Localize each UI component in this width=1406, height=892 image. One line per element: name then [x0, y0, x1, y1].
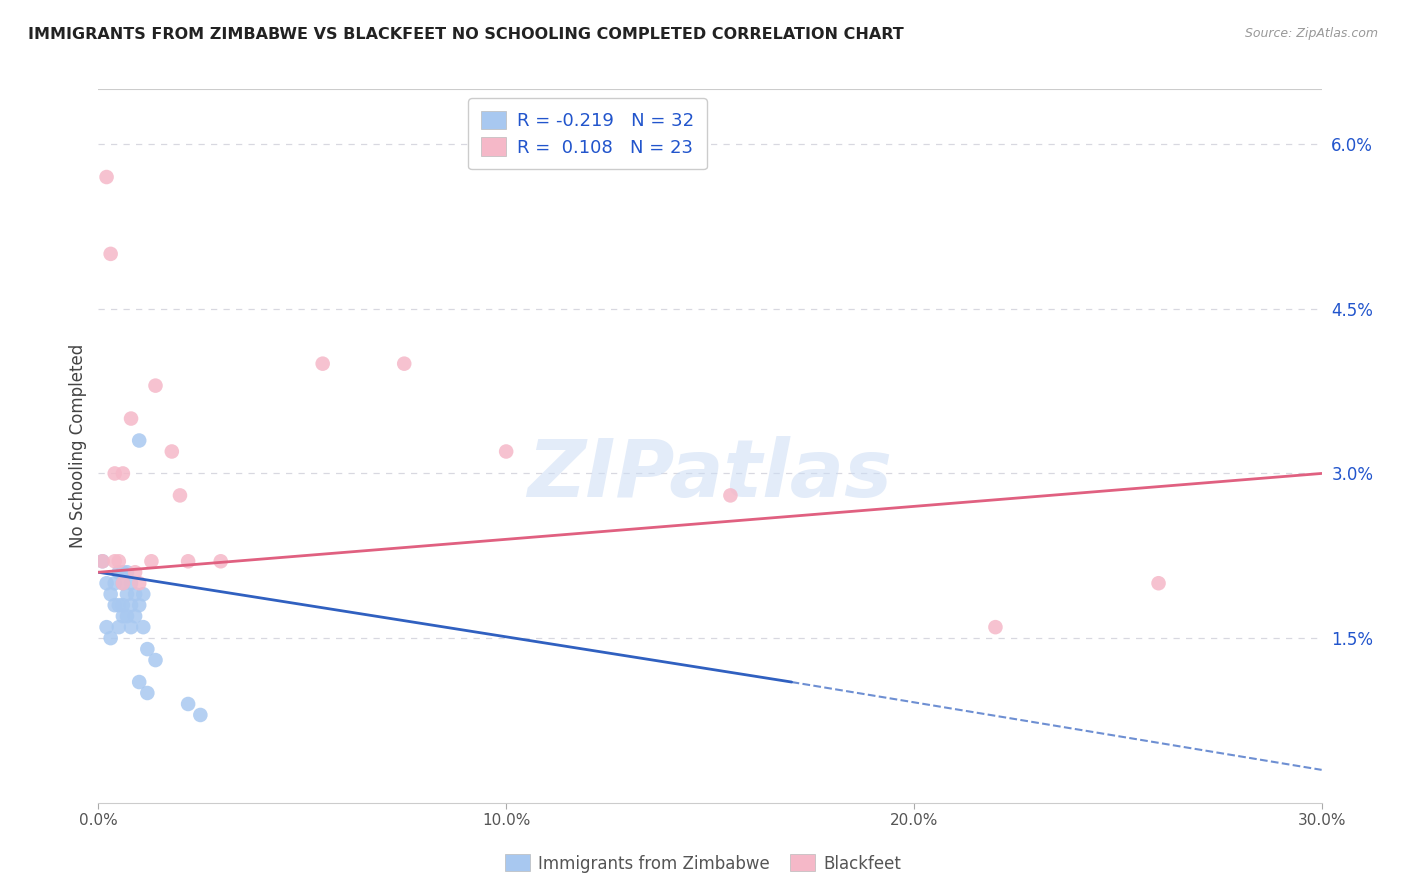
Point — [111, 609, 134, 624]
Point — [100, 587, 122, 601]
Point — [111, 576, 134, 591]
Text: ZIPatlas: ZIPatlas — [527, 435, 893, 514]
Point — [96, 169, 118, 184]
Point — [188, 708, 212, 723]
Point — [115, 587, 138, 601]
Point — [177, 554, 200, 568]
Point — [108, 620, 131, 634]
Point — [111, 467, 134, 481]
Point — [209, 554, 232, 568]
Point — [136, 686, 159, 700]
Y-axis label: No Schooling Completed: No Schooling Completed — [69, 344, 87, 548]
Point — [91, 554, 114, 568]
Point — [111, 598, 134, 612]
Point — [132, 620, 155, 634]
Point — [96, 620, 118, 634]
Legend: R = -0.219   N = 32, R =  0.108   N = 23: R = -0.219 N = 32, R = 0.108 N = 23 — [468, 98, 707, 169]
Point — [720, 488, 742, 502]
Point — [169, 488, 191, 502]
Point — [111, 566, 134, 580]
Text: IMMIGRANTS FROM ZIMBABWE VS BLACKFEET NO SCHOOLING COMPLETED CORRELATION CHART: IMMIGRANTS FROM ZIMBABWE VS BLACKFEET NO… — [28, 27, 904, 42]
Point — [108, 566, 131, 580]
Point — [128, 434, 150, 448]
Point — [124, 587, 146, 601]
Point — [160, 444, 183, 458]
Point — [100, 247, 122, 261]
Point — [115, 609, 138, 624]
Point — [128, 576, 150, 591]
Point — [104, 576, 127, 591]
Point — [392, 357, 416, 371]
Point — [104, 598, 127, 612]
Point — [104, 554, 127, 568]
Legend: Immigrants from Zimbabwe, Blackfeet: Immigrants from Zimbabwe, Blackfeet — [498, 847, 908, 880]
Point — [108, 554, 131, 568]
Point — [128, 675, 150, 690]
Point — [984, 620, 1007, 634]
Point — [141, 554, 163, 568]
Point — [120, 576, 142, 591]
Point — [115, 566, 138, 580]
Text: Source: ZipAtlas.com: Source: ZipAtlas.com — [1244, 27, 1378, 40]
Point — [495, 444, 517, 458]
Point — [120, 598, 142, 612]
Point — [104, 467, 127, 481]
Point — [1147, 576, 1170, 591]
Point — [120, 620, 142, 634]
Point — [111, 576, 134, 591]
Point — [91, 554, 114, 568]
Point — [312, 357, 335, 371]
Point — [177, 697, 200, 711]
Point — [124, 566, 146, 580]
Point — [132, 587, 155, 601]
Point — [120, 411, 142, 425]
Point — [108, 598, 131, 612]
Point — [96, 576, 118, 591]
Point — [124, 609, 146, 624]
Point — [136, 642, 159, 657]
Point — [145, 378, 167, 392]
Point — [100, 631, 122, 645]
Point — [145, 653, 167, 667]
Point — [128, 598, 150, 612]
